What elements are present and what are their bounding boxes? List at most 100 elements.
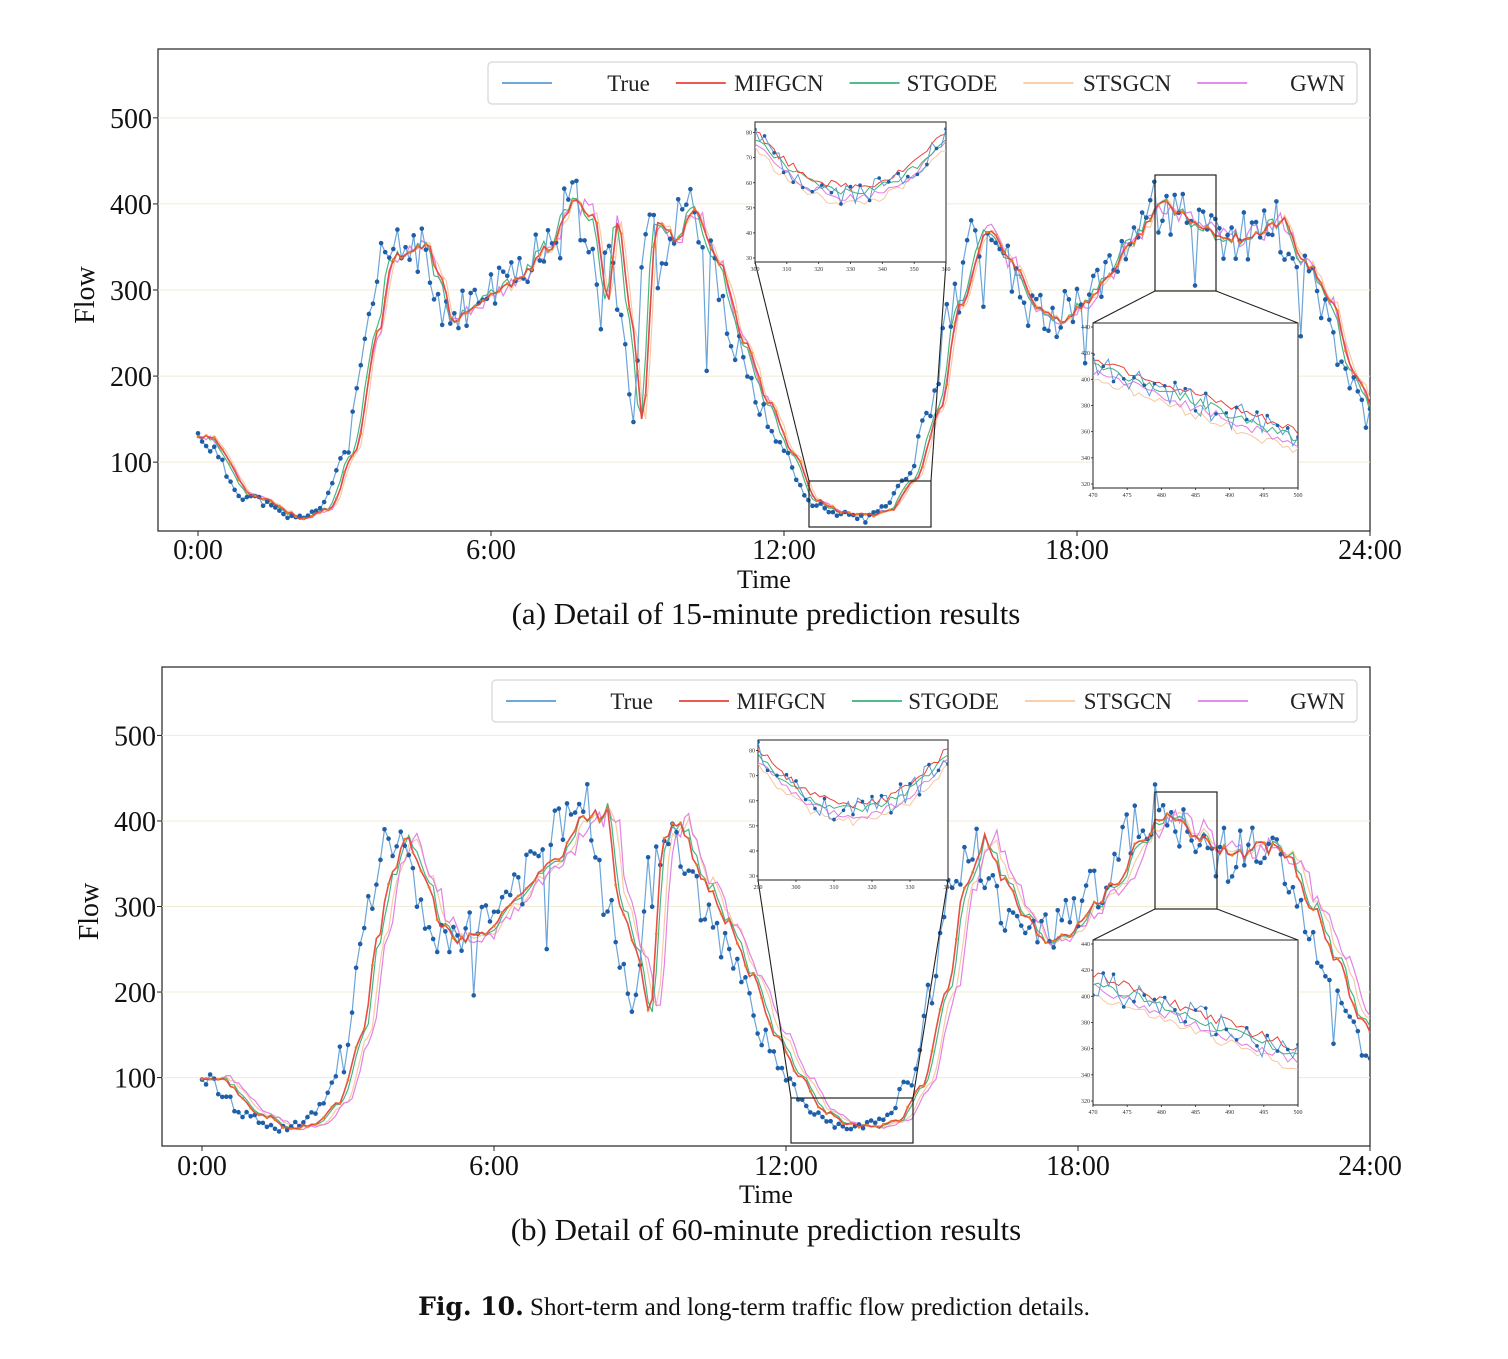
mifgcn-marker [1230,853,1234,857]
inset-true-marker [925,162,929,167]
inset-true-marker [758,740,760,744]
inset-x-tick-label: 470 [1089,493,1098,499]
true-marker [256,1120,262,1126]
true-marker [1168,232,1173,237]
mifgcn-marker [695,863,699,867]
mifgcn-marker [473,304,477,308]
mifgcn-marker [1083,300,1087,303]
true-marker [1063,897,1069,903]
inset-y-tick-label: 30 [749,874,755,880]
true-marker [962,844,967,850]
true-marker [735,956,740,962]
inset-x-tick-label: 490 [1225,1110,1234,1116]
zoom-box-right [1154,791,1218,910]
mifgcn-marker [790,450,794,454]
inset-x-tick-label: 340 [878,267,887,273]
true-marker [354,386,360,391]
legend-label-true: True [607,71,650,96]
mifgcn-marker [1125,868,1129,872]
mifgcn-marker [562,215,566,219]
mifgcn-marker [744,964,747,968]
true-marker [1294,264,1300,270]
true-marker [816,1110,821,1115]
mifgcn-marker [460,935,463,939]
inset-true-marker [1285,426,1290,430]
true-marker [382,249,388,255]
mifgcn-marker [1036,933,1039,937]
true-marker [803,1103,809,1109]
true-marker [334,468,339,473]
true-marker [921,1013,927,1019]
true-marker [1066,297,1072,302]
zoom-box-left [808,480,932,528]
mifgcn-marker [419,869,423,873]
true-marker [443,929,448,934]
mifgcn-marker [1189,221,1193,225]
true-marker [1152,179,1157,185]
series-line-stgode [197,197,1370,520]
true-marker [793,477,799,483]
inset-true-marker [917,792,922,797]
true-marker [659,261,665,266]
zoom-box-left [790,1097,914,1144]
mifgcn-marker [636,370,639,373]
true-marker [781,448,787,454]
true-marker [391,246,396,252]
inset-true-marker [1183,386,1188,391]
series-line-stsgcn [197,197,1370,519]
true-marker [1181,807,1186,812]
inset-true-marker [1224,1027,1229,1032]
true-marker [1062,288,1068,294]
inset-true-marker [1193,1008,1198,1012]
figure-caption-text: Short-term and long-term traffic flow pr… [530,1294,1090,1321]
mifgcn-marker [465,311,468,315]
true-marker [228,479,233,484]
mifgcn-marker [1254,231,1258,235]
mifgcn-marker [1205,225,1209,229]
y-tick-label: 100 [114,1064,156,1095]
true-marker [1306,936,1312,942]
inset-y-tick-label: 40 [749,849,755,855]
true-marker [972,228,978,233]
mifgcn-marker [1263,841,1266,845]
inset-true-marker [870,794,874,799]
mifgcn-marker [1270,221,1274,225]
mifgcn-marker [676,237,680,241]
mifgcn-marker [221,448,224,452]
true-marker [767,1048,773,1054]
true-marker [714,920,720,926]
mifgcn-marker [457,318,460,322]
inset-line-stsgcn [1093,994,1298,1071]
mifgcn-marker [424,242,428,246]
true-marker [285,515,290,521]
true-marker [1347,385,1352,391]
true-marker [1131,225,1137,230]
true-marker [787,1076,793,1081]
true-marker [1086,292,1092,297]
mifgcn-marker [1002,251,1006,254]
mifgcn-marker [1336,957,1339,961]
true-marker [666,841,671,847]
inset-true-marker [762,134,767,138]
true-marker [540,847,545,852]
y-tick-label: 500 [110,104,152,135]
true-marker [395,227,400,232]
inset-true-marker [1244,1026,1249,1030]
inset-x-tick-label: 320 [868,885,877,891]
mifgcn-marker [857,1125,861,1129]
inset-series [1093,352,1298,454]
true-marker [820,1114,825,1120]
true-marker [1278,250,1283,255]
mifgcn-marker [310,515,314,518]
legend-box [491,679,1358,723]
true-marker [954,878,959,884]
true-marker [1298,897,1304,903]
mifgcn-marker [448,315,452,319]
mifgcn-marker [265,1116,269,1120]
true-marker [584,781,590,787]
true-marker [822,505,827,511]
true-marker [1173,829,1178,834]
x-tick-label: 0:00 [177,1151,227,1182]
true-marker [1119,238,1125,244]
mifgcn-marker [492,924,496,928]
